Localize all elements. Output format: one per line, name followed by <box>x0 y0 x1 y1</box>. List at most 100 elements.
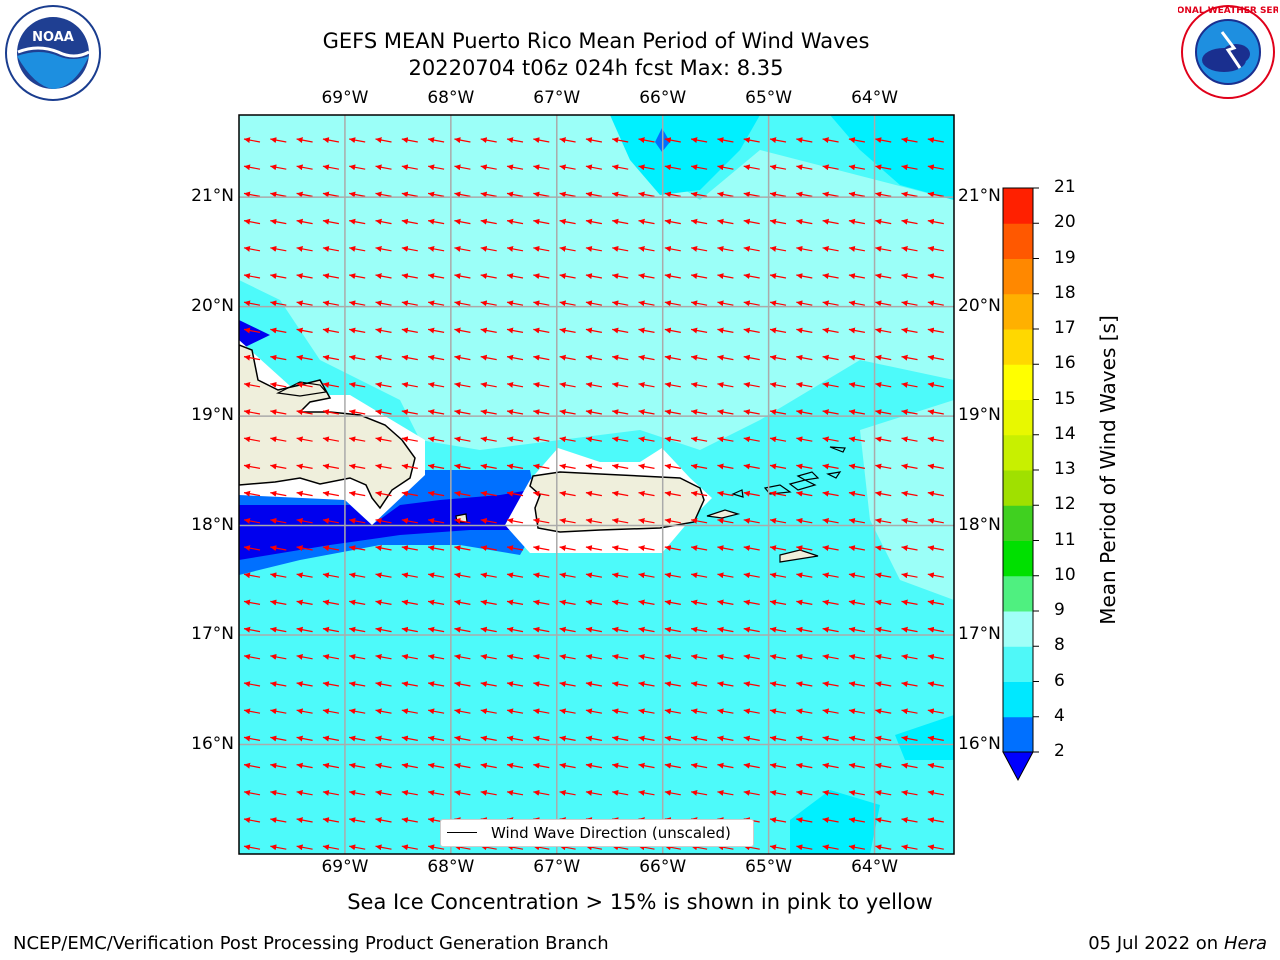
direction-arrow <box>901 164 918 171</box>
direction-arrow <box>270 463 287 470</box>
direction-arrow <box>454 708 471 715</box>
direction-arrow <box>585 463 603 470</box>
direction-arrow <box>375 789 392 796</box>
direction-arrow <box>533 653 550 660</box>
direction-arrow <box>480 436 497 443</box>
colorbar-segment <box>1003 470 1033 506</box>
direction-arrow <box>454 218 471 225</box>
direction-arrow <box>822 354 839 361</box>
contour-cyan-southeast <box>895 715 954 760</box>
direction-arrow <box>243 273 261 280</box>
direction-arrow <box>717 653 734 660</box>
direction-arrow <box>875 517 892 524</box>
direction-arrow <box>427 599 445 606</box>
direction-arrow <box>743 681 760 688</box>
colorbar-segment <box>1003 223 1033 259</box>
direction-arrow <box>559 599 576 606</box>
direction-arrow <box>927 517 944 524</box>
direction-arrow <box>375 218 392 225</box>
direction-arrow <box>927 844 944 851</box>
lon-label-bottom: 65°W <box>745 857 793 877</box>
direction-arrow <box>296 463 313 470</box>
direction-arrow <box>506 545 524 552</box>
direction-arrow <box>296 735 313 742</box>
direction-arrow <box>848 300 866 307</box>
direction-arrow <box>664 762 681 769</box>
direction-arrow <box>401 762 418 769</box>
direction-arrow <box>664 245 681 252</box>
direction-arrow <box>901 381 918 388</box>
direction-arrow <box>901 273 918 280</box>
direction-arrow <box>296 762 313 769</box>
direction-arrow <box>743 545 760 552</box>
direction-arrow <box>796 572 813 579</box>
direction-arrow <box>690 354 708 361</box>
direction-arrow <box>769 844 787 851</box>
legend-label: Wind Wave Direction (unscaled) <box>491 824 731 842</box>
direction-arrow <box>533 545 550 552</box>
direction-arrow <box>506 599 524 606</box>
direction-arrow <box>796 844 813 851</box>
direction-arrow <box>427 490 445 497</box>
direction-arrow <box>717 599 734 606</box>
direction-arrow <box>664 436 681 443</box>
direction-arrow <box>769 354 787 361</box>
direction-arrow <box>612 436 629 443</box>
direction-arrow <box>375 354 392 361</box>
direction-arrow <box>612 164 629 171</box>
lon-label-top: 67°W <box>533 88 581 108</box>
direction-arrow <box>638 708 655 715</box>
direction-arrow <box>270 273 287 280</box>
direction-arrow <box>243 463 261 470</box>
direction-arrow <box>690 218 708 225</box>
direction-arrow <box>769 735 787 742</box>
direction-arrow <box>243 817 261 824</box>
direction-arrow <box>480 354 497 361</box>
direction-arrow <box>717 137 734 144</box>
direction-arrow <box>375 762 392 769</box>
direction-arrow <box>769 762 787 769</box>
direction-arrow <box>743 626 760 633</box>
direction-arrow <box>717 164 734 171</box>
direction-arrow <box>875 545 892 552</box>
direction-arrow <box>533 789 550 796</box>
direction-arrow <box>875 191 892 198</box>
direction-arrow <box>848 626 866 633</box>
direction-arrow <box>401 300 418 307</box>
direction-arrow <box>375 545 392 552</box>
colorbar-segment <box>1003 364 1033 400</box>
direction-arrow <box>743 436 760 443</box>
direction-arrow <box>848 681 866 688</box>
direction-arrow <box>401 626 418 633</box>
direction-arrow <box>506 789 524 796</box>
direction-arrow <box>638 381 655 388</box>
direction-arrow <box>638 681 655 688</box>
direction-arrow <box>664 463 681 470</box>
direction-arrow <box>585 708 603 715</box>
direction-arrow <box>822 572 839 579</box>
direction-arrow <box>796 789 813 796</box>
direction-arrow <box>349 354 366 361</box>
direction-arrow <box>796 436 813 443</box>
direction-arrow <box>927 681 944 688</box>
direction-arrow <box>349 626 366 633</box>
direction-arrow <box>401 436 418 443</box>
graticule <box>239 115 954 854</box>
direction-arrow <box>875 164 892 171</box>
direction-arrow <box>349 844 366 851</box>
direction-arrow <box>769 708 787 715</box>
direction-arrow <box>454 409 471 416</box>
direction-arrow <box>506 653 524 660</box>
direction-arrow <box>506 381 524 388</box>
direction-arrow <box>243 164 261 171</box>
direction-arrow <box>349 572 366 579</box>
colorbar-segment <box>1003 681 1033 718</box>
direction-arrow <box>848 817 866 824</box>
direction-arrow <box>585 409 603 416</box>
direction-arrow <box>585 599 603 606</box>
direction-arrow <box>349 789 366 796</box>
direction-arrow <box>612 463 629 470</box>
direction-arrow <box>585 137 603 144</box>
direction-arrow <box>401 681 418 688</box>
